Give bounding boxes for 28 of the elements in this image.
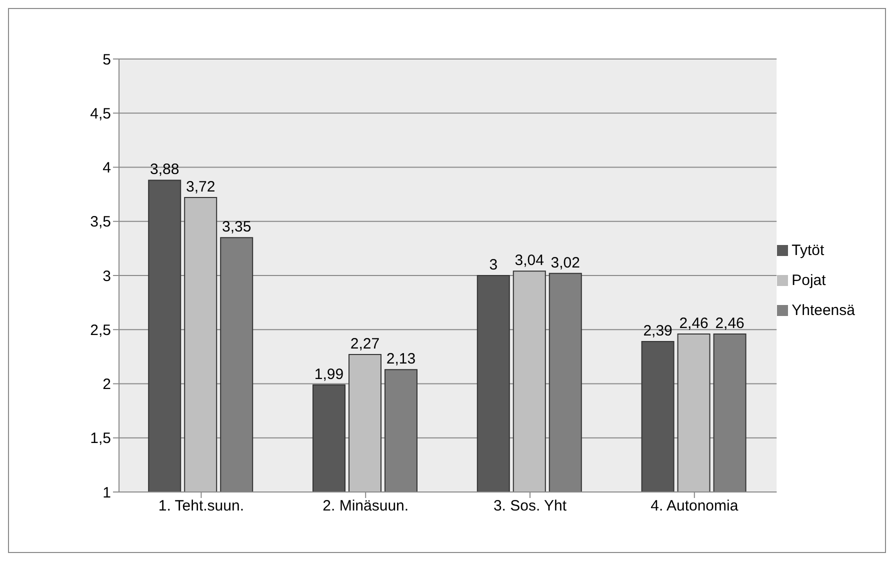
y-tick-label: 4 <box>102 160 111 177</box>
data-label: 2,27 <box>350 336 380 353</box>
data-label: 3,72 <box>186 178 216 196</box>
data-label: 3,04 <box>514 252 544 270</box>
y-tick-label: 4,5 <box>90 105 111 122</box>
data-label: 2,13 <box>386 350 416 368</box>
y-tick-label: 5 <box>102 51 111 68</box>
y-tick-label: 3 <box>102 268 111 285</box>
legend-label: Pojat <box>792 272 826 288</box>
data-label: 3 <box>489 256 498 274</box>
y-tick-label: 1 <box>102 484 111 502</box>
data-label: 2,46 <box>715 314 744 332</box>
y-tick-label: 2 <box>102 376 111 394</box>
data-label: 1,99 <box>314 366 344 383</box>
x-tick-label: 1. Teht.suun. <box>158 498 244 515</box>
data-label: 3,88 <box>150 161 180 178</box>
x-tick-label: 3. Sos. Yht <box>493 498 568 515</box>
x-tick-label: 4. Autonomia <box>650 498 739 515</box>
y-tick-label: 3,5 <box>90 214 111 231</box>
x-tick-label: 2. Minäsuun. <box>322 498 409 515</box>
y-tick-label: 1,5 <box>90 430 111 448</box>
legend-label: Yhteensä <box>792 302 855 318</box>
data-label: 3,35 <box>222 218 252 236</box>
y-tick-label: 2,5 <box>90 322 111 339</box>
legend-label: Tytöt <box>792 242 824 258</box>
data-label: 2,39 <box>643 322 672 340</box>
data-label: 2,46 <box>679 314 708 332</box>
data-label: 3,02 <box>550 254 580 272</box>
